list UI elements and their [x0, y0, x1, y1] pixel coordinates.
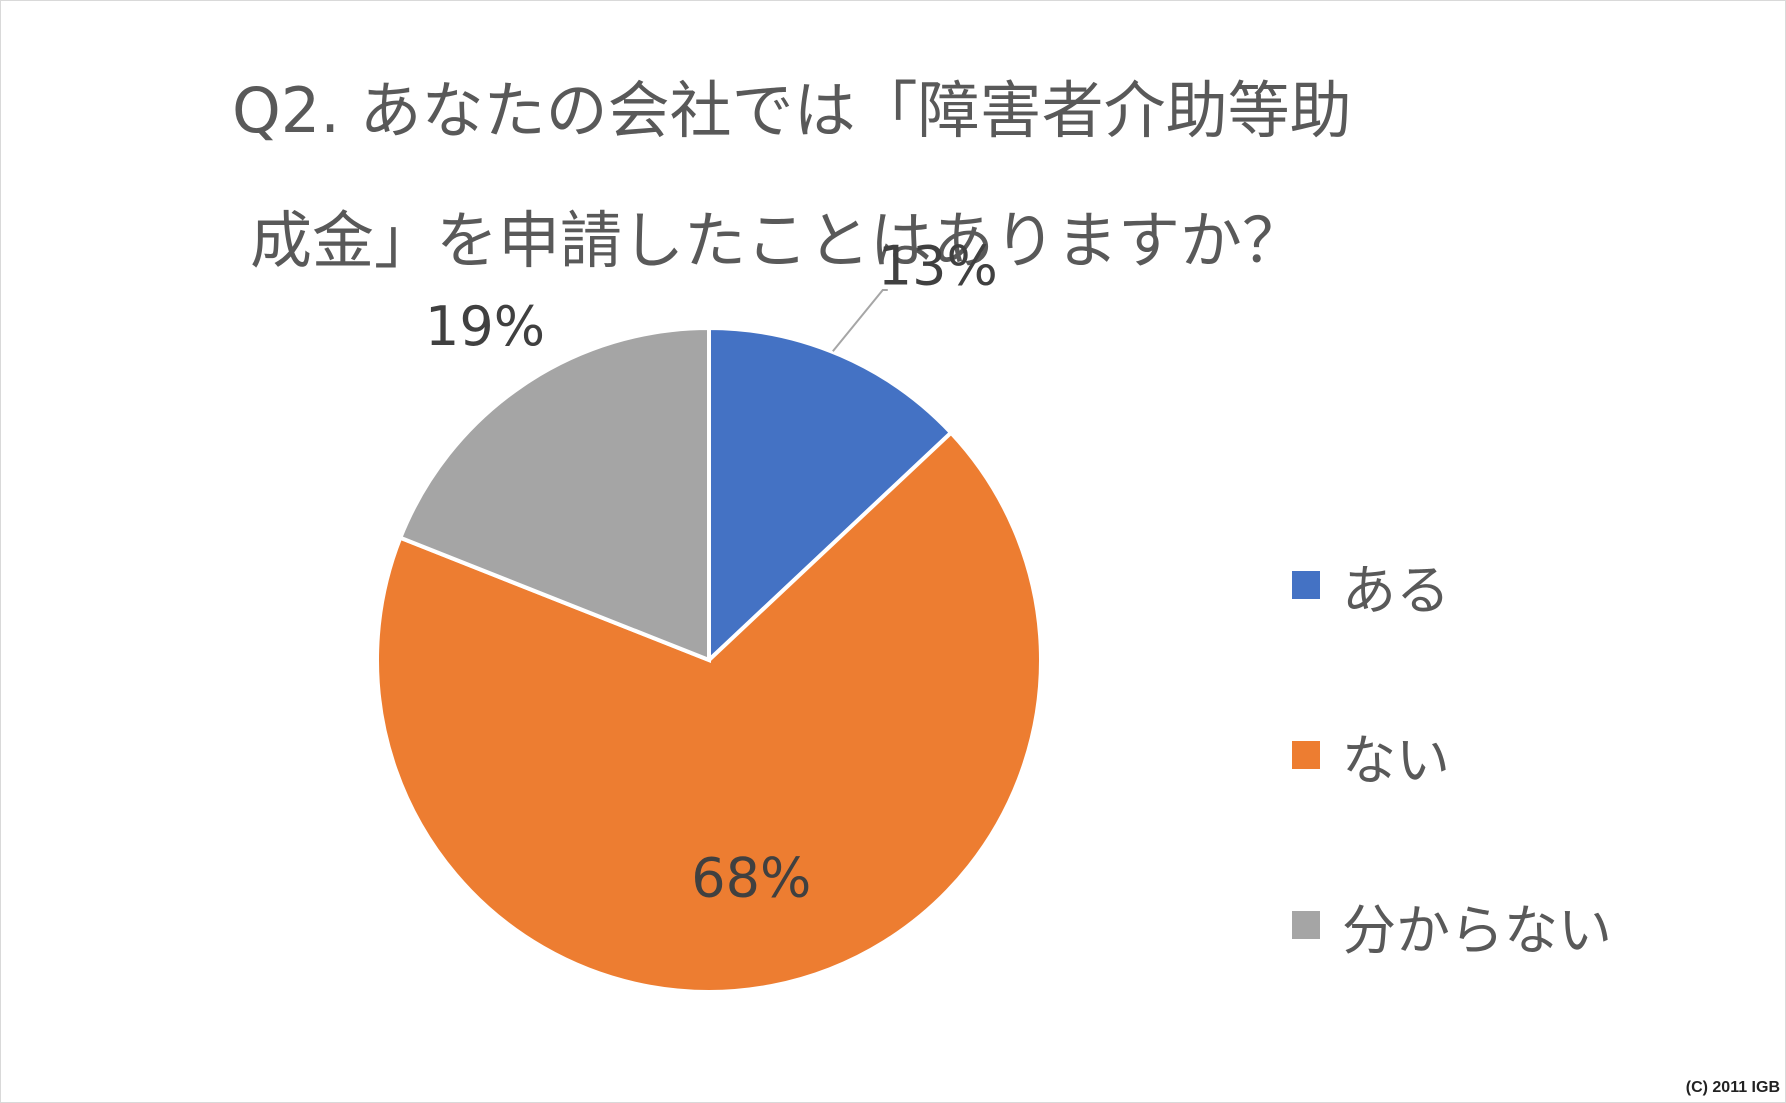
legend-swatch-wakaranai — [1292, 911, 1320, 939]
legend-label-aru: ある — [1342, 558, 1450, 622]
legend: ある ない 分からない — [1292, 500, 1612, 1010]
legend-label-wakaranai: 分からない — [1342, 898, 1612, 962]
pie-slice-aru — [707, 325, 954, 665]
legend-item-nai: ない — [1292, 670, 1612, 840]
pie-slice-wakaranai — [397, 325, 711, 663]
data-label-nai: 68% — [691, 846, 811, 909]
legend-swatch-nai — [1292, 741, 1320, 769]
copyright-text: (C) 2011 IGB — [1685, 1079, 1780, 1096]
chart-title-line1: Q2. あなたの会社では「障害者介助等助 — [232, 74, 1352, 147]
leader-line-aru — [832, 288, 888, 352]
legend-item-aru: ある — [1292, 500, 1612, 670]
data-label-wakaranai: 19% — [425, 295, 545, 358]
data-label-aru: 13% — [878, 235, 998, 298]
legend-label-nai: ない — [1342, 728, 1450, 792]
legend-swatch-aru — [1292, 571, 1320, 599]
chart-title-line2: 成金」を申請したことはありますか？ — [250, 204, 1305, 277]
pie-slice-nai — [375, 429, 1043, 994]
legend-item-wakaranai: 分からない — [1292, 840, 1612, 1010]
